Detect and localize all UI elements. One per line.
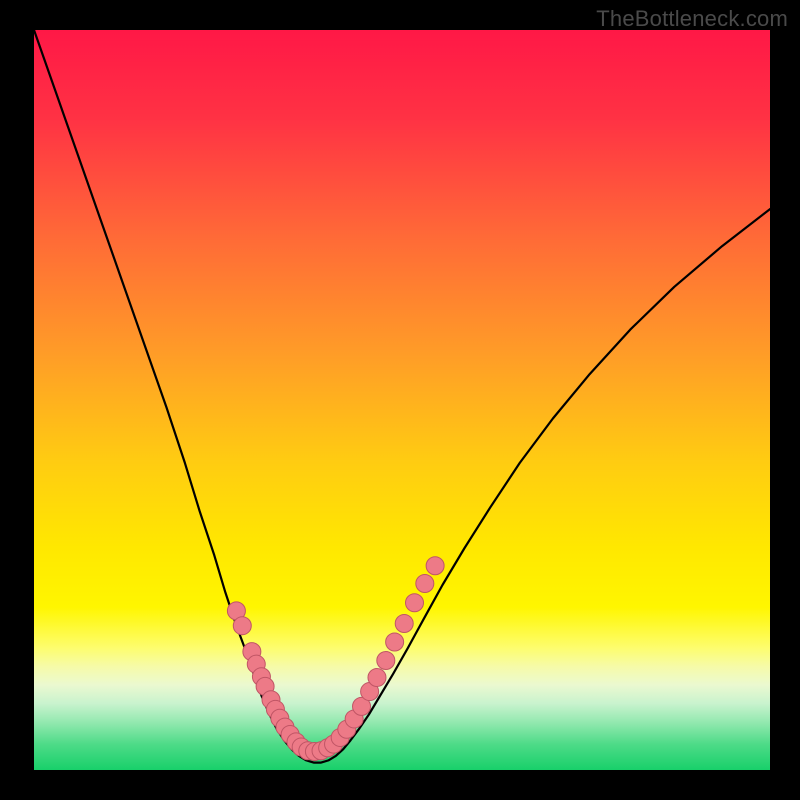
watermark-text: TheBottleneck.com xyxy=(596,6,788,32)
marker-point xyxy=(377,651,395,669)
marker-point xyxy=(416,575,434,593)
marker-point xyxy=(386,633,404,651)
marker-point xyxy=(406,594,424,612)
bottleneck-curve-chart xyxy=(0,0,800,800)
marker-point xyxy=(395,614,413,632)
marker-point xyxy=(233,617,251,635)
marker-point xyxy=(426,557,444,575)
marker-point xyxy=(368,669,386,687)
chart-canvas: TheBottleneck.com xyxy=(0,0,800,800)
